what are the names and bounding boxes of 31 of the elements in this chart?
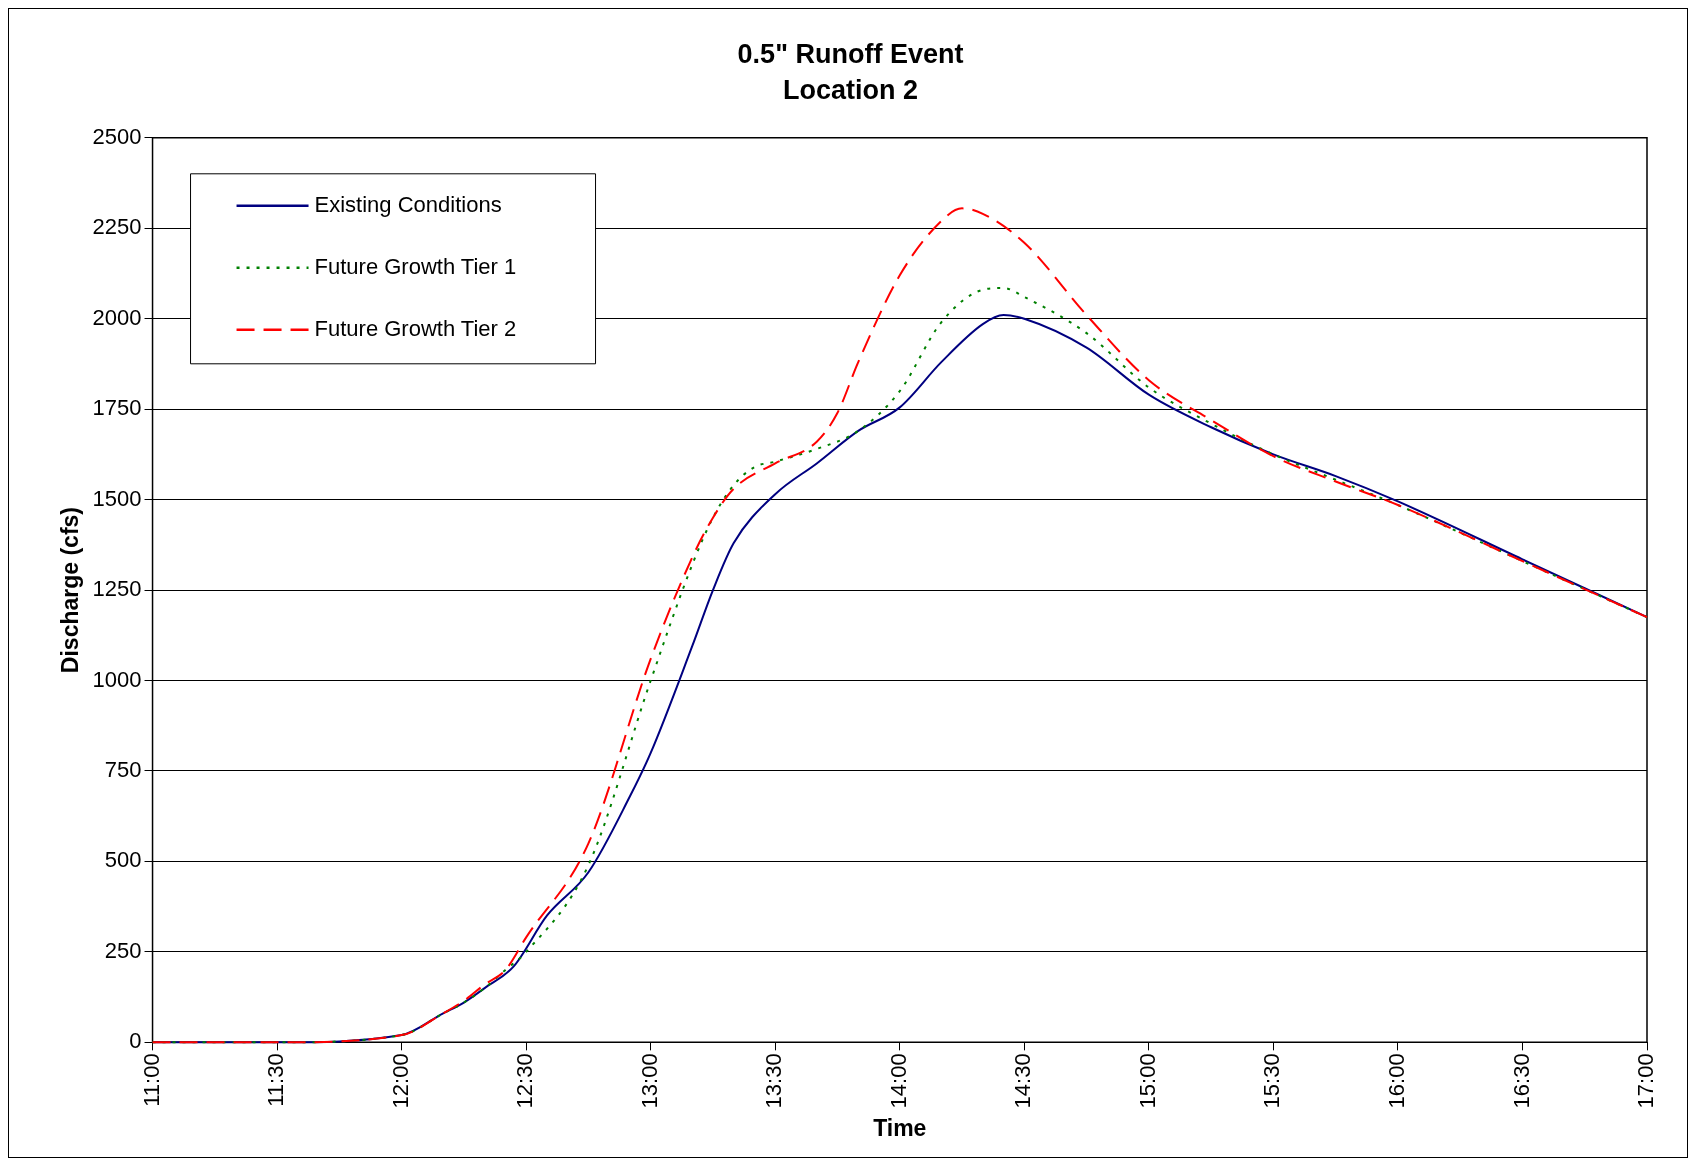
chart-subtitle: Location 2	[782, 75, 919, 106]
y-tick-label: 2000	[92, 304, 142, 330]
y-tick-label: 1500	[92, 485, 142, 511]
x-axis-title: Time	[873, 1114, 927, 1141]
x-tick-label: 11:30	[263, 1053, 289, 1107]
x-tick-label: 14:00	[885, 1053, 911, 1109]
y-tick-label: 2500	[92, 123, 142, 149]
x-tick-label: 16:30	[1508, 1053, 1534, 1109]
y-tick-label: 250	[104, 937, 142, 963]
y-tick-label: 750	[104, 757, 142, 783]
y-tick-label: 1250	[92, 576, 142, 602]
x-tick-label: 15:00	[1134, 1053, 1160, 1109]
chart-title: 0.5" Runoff Event	[737, 38, 964, 69]
x-tick-label: 12:00	[387, 1053, 413, 1109]
legend-label: Future Growth Tier 1	[314, 253, 517, 279]
legend-label: Existing Conditions	[314, 191, 502, 217]
y-tick-label: 1750	[92, 395, 142, 421]
x-tick-label: 13:00	[636, 1053, 662, 1109]
x-tick-label: 14:30	[1010, 1053, 1036, 1109]
legend-label: Future Growth Tier 2	[314, 315, 517, 341]
x-tick-label: 15:30	[1259, 1053, 1285, 1109]
y-tick-label: 2250	[92, 214, 142, 240]
x-tick-label: 16:00	[1383, 1053, 1409, 1109]
y-tick-label: 500	[104, 847, 142, 873]
y-tick-label: 0	[129, 1028, 142, 1054]
x-tick-label: 13:30	[761, 1053, 787, 1109]
y-tick-label: 1000	[92, 666, 142, 692]
x-tick-label: 12:30	[512, 1053, 538, 1109]
x-tick-label: 17:00	[1633, 1053, 1659, 1109]
x-tick-label: 11:00	[138, 1053, 164, 1107]
y-axis-title: Discharge (cfs)	[57, 506, 84, 674]
